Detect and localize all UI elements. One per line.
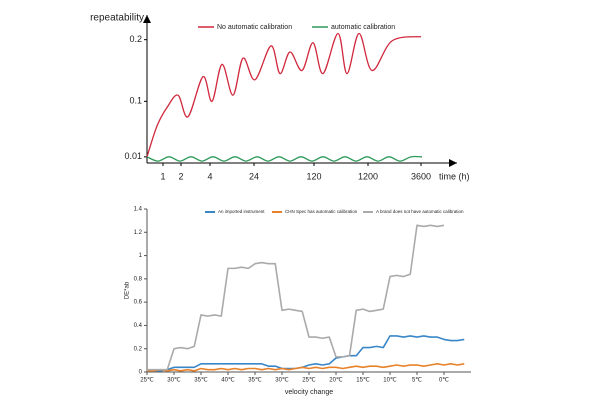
x-tick-label: 4 (207, 171, 212, 181)
x-tick-label: 30℃ (275, 378, 289, 384)
series-line (146, 32, 422, 158)
x-axis-arrow (449, 159, 457, 167)
x-tick-label: 40℃ (221, 378, 235, 384)
x-tick-label: 25℃ (302, 378, 316, 384)
x-tick-label: 0℃ (439, 378, 449, 384)
y-tick-label: 0 (139, 370, 143, 376)
y-axis-arrow (143, 15, 151, 23)
legend-label: CHN Spec has automatic calibration (285, 209, 358, 214)
y-tick-label: 0.4 (134, 323, 143, 329)
y-tick-label: 1 (139, 253, 143, 259)
legend-label: No automatic calibration (217, 24, 292, 31)
x-tick-label: 30℃ (167, 378, 181, 384)
y-tick-label: 0.6 (134, 300, 143, 306)
series-line (146, 155, 423, 162)
y-tick-label: 1.2 (134, 230, 143, 236)
x-tick-label: 25℃ (140, 378, 154, 384)
series-line (147, 224, 445, 371)
legend-label: A brand does not have automatic calibrat… (376, 209, 464, 214)
y-tick-label: 1.4 (134, 207, 143, 213)
y-tick-label: 0.2 (129, 34, 142, 44)
series-line (147, 335, 465, 372)
y-tick-label: 0.01 (124, 151, 142, 161)
x-tick-label: 15℃ (356, 378, 370, 384)
x-tick-label: 35℃ (248, 378, 262, 384)
x-tick-label: 1 (160, 171, 165, 181)
x-tick-label: 3600 (411, 171, 431, 181)
x-tick-label: 20℃ (329, 378, 343, 384)
x-tick-label: 10℃ (383, 378, 397, 384)
x-tick-label: 120 (306, 171, 321, 181)
y-tick-label: 0.1 (129, 96, 142, 106)
x-tick-label: 1200 (358, 171, 378, 181)
legend-label: An imported instrument (218, 209, 265, 214)
y-axis-label: DE*ab (125, 281, 131, 299)
x-axis-label: velocity change (285, 389, 333, 396)
x-tick-label: 24 (249, 171, 259, 181)
series-line (147, 363, 465, 372)
x-tick-label: 2 (178, 171, 183, 181)
y-tick-label: 0.2 (134, 346, 143, 352)
x-tick-label: 35℃ (194, 378, 208, 384)
x-axis-label: time (h) (439, 171, 470, 181)
legend-label: automatic calibration (331, 24, 395, 31)
x-tick-label: 5℃ (412, 378, 422, 384)
y-axis-label: repeatability (90, 13, 144, 24)
y-tick-label: 0.8 (134, 276, 143, 282)
